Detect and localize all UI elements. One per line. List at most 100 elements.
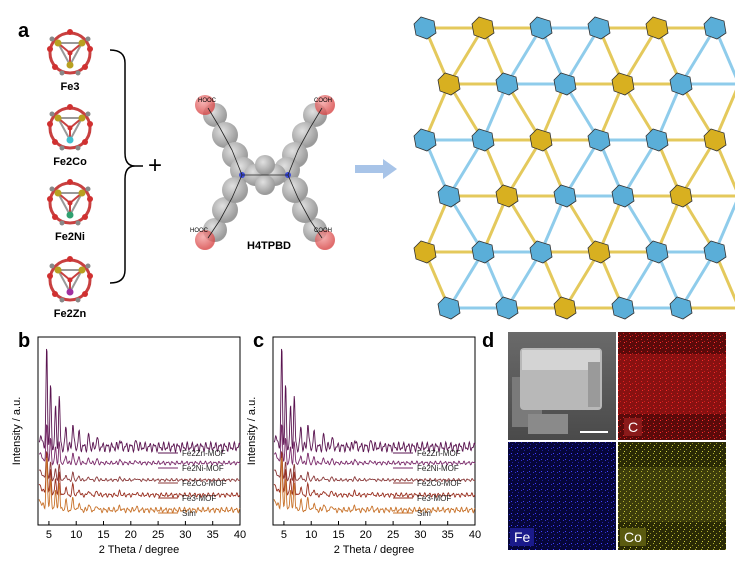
x-tick-label: 25 <box>152 529 164 541</box>
eds-images <box>508 332 726 550</box>
cluster-fe3-icon <box>45 27 95 77</box>
eds-label-fe: Fe <box>510 528 535 546</box>
arrow-icon <box>355 159 397 179</box>
x-tick-label: 35 <box>442 529 454 541</box>
ligand-cooh-tl: HOOC <box>198 98 217 104</box>
series-line-Fe2Zn-MOF <box>38 348 241 454</box>
x-tick-label: 20 <box>125 529 137 541</box>
series-line-Fe3-MOF <box>273 452 476 498</box>
panel-label-b: b <box>18 330 31 352</box>
framework-cluster-node <box>645 16 669 40</box>
panel-label-c: c <box>253 330 265 352</box>
framework-cluster-node <box>471 16 495 40</box>
framework-cluster-node <box>703 240 727 264</box>
y-axis-label: Intensity / a.u. <box>11 397 23 465</box>
legend-label: Sim <box>417 509 431 518</box>
legend-label: Fe2Zn-MOF <box>417 449 461 458</box>
cluster-fe3-label: Fe3 <box>61 81 80 93</box>
legend-label: Fe3-MOF <box>417 494 451 503</box>
ligand-cooh-tr: COOH <box>314 98 332 104</box>
cluster-fe2co-icon <box>45 102 95 152</box>
framework-cluster-node <box>529 240 553 264</box>
legend-label: Fe2Co-MOF <box>417 479 462 488</box>
framework-cluster-node <box>645 240 669 264</box>
framework-cluster-node <box>611 72 635 96</box>
framework-cluster-node <box>587 240 611 264</box>
framework-cluster-node <box>645 128 669 152</box>
x-tick-label: 5 <box>281 529 287 541</box>
x-axis-label: 2 Theta / degree <box>99 544 180 556</box>
plot-frame <box>37 336 241 526</box>
cluster-fe2zn-icon <box>45 254 95 304</box>
eds-label-co: Co <box>620 528 646 546</box>
cluster-fe2co-label: Fe2Co <box>53 156 87 168</box>
xrd-chart-c: 5 10 15 20 25 30 35 40 2 Theta / degree Intensity… <box>246 336 481 556</box>
framework-cluster-node <box>495 184 519 208</box>
series-line-Fe2Co-MOF <box>38 450 241 483</box>
framework-clusters <box>413 16 727 320</box>
cluster-column: Fe3 Fe2Co Fe2Ni Fe2Zn <box>45 27 95 320</box>
framework-cluster-node <box>413 16 437 40</box>
framework-linkers <box>423 26 735 310</box>
framework-cluster-node <box>669 72 693 96</box>
ligand-cooh-bl: HOOC <box>190 228 209 234</box>
framework-cluster-node <box>587 16 611 40</box>
series-line-Sim <box>273 457 476 514</box>
framework-cluster-node <box>437 296 461 320</box>
ligand-cooh-br: COOH <box>314 228 332 234</box>
framework-cluster-node <box>529 16 553 40</box>
eds-label-c: C <box>624 418 643 436</box>
cluster-fe2ni-label: Fe2Ni <box>55 231 85 243</box>
plus-sign: + <box>148 152 163 179</box>
framework-cluster-node <box>413 128 437 152</box>
framework-cluster-node <box>471 240 495 264</box>
framework-cluster-node <box>471 128 495 152</box>
x-tick-label: 35 <box>207 529 219 541</box>
x-tick-label: 10 <box>305 529 317 541</box>
framework-cluster-node <box>437 184 461 208</box>
framework-cluster-node <box>587 128 611 152</box>
x-tick-label: 40 <box>469 529 481 541</box>
framework-cluster-node <box>553 184 577 208</box>
framework-cluster-node <box>437 72 461 96</box>
ligand-name: H4TPBD <box>247 240 292 252</box>
y-axis-label: Intensity / a.u. <box>246 397 258 465</box>
series-line-Fe3-MOF <box>38 452 241 498</box>
framework-cluster-node <box>611 184 635 208</box>
series-line-Sim <box>38 457 241 514</box>
framework-cluster-node <box>495 296 519 320</box>
series-line-Fe2Ni-MOF <box>274 424 476 466</box>
xrd-chart-b: 5 10 15 20 25 30 35 40 2 Theta / degree Intensity… <box>11 336 246 556</box>
legend-label: Fe2Ni-MOF <box>182 464 224 473</box>
framework-cluster-node <box>413 240 437 264</box>
eds-maps: C Fe Co <box>508 332 726 550</box>
ligand-structure: HOOC COOH HOOC COOH <box>190 95 335 250</box>
legend-label: Sim <box>182 509 196 518</box>
framework-cluster-node <box>529 128 553 152</box>
plot-frame <box>272 336 476 526</box>
x-tick-label: 5 <box>46 529 52 541</box>
legend-label: Fe2Ni-MOF <box>417 464 459 473</box>
x-tick-label: 15 <box>332 529 344 541</box>
framework-cluster-node <box>495 72 519 96</box>
x-tick-label: 30 <box>179 529 191 541</box>
x-tick-label: 25 <box>387 529 399 541</box>
x-axis-label: 2 Theta / degree <box>334 544 415 556</box>
series-line-Fe2Co-MOF <box>273 450 476 483</box>
framework-cluster-node <box>703 16 727 40</box>
framework-cluster-node <box>611 296 635 320</box>
series-line-Fe2Ni-MOF <box>39 424 241 466</box>
framework-cluster-node <box>553 296 577 320</box>
x-tick-label: 20 <box>360 529 372 541</box>
panel-label-d: d <box>482 330 495 352</box>
x-tick-label: 10 <box>70 529 82 541</box>
series-line-Fe2Zn-MOF <box>273 348 476 454</box>
x-tick-label: 30 <box>414 529 426 541</box>
cluster-fe2ni-icon <box>45 177 95 227</box>
framework-cluster-node <box>669 296 693 320</box>
legend-label: Fe3-MOF <box>182 494 216 503</box>
framework-structure <box>413 16 735 320</box>
panel-label-a: a <box>18 20 30 42</box>
bracket <box>109 49 143 284</box>
framework-cluster-node <box>553 72 577 96</box>
